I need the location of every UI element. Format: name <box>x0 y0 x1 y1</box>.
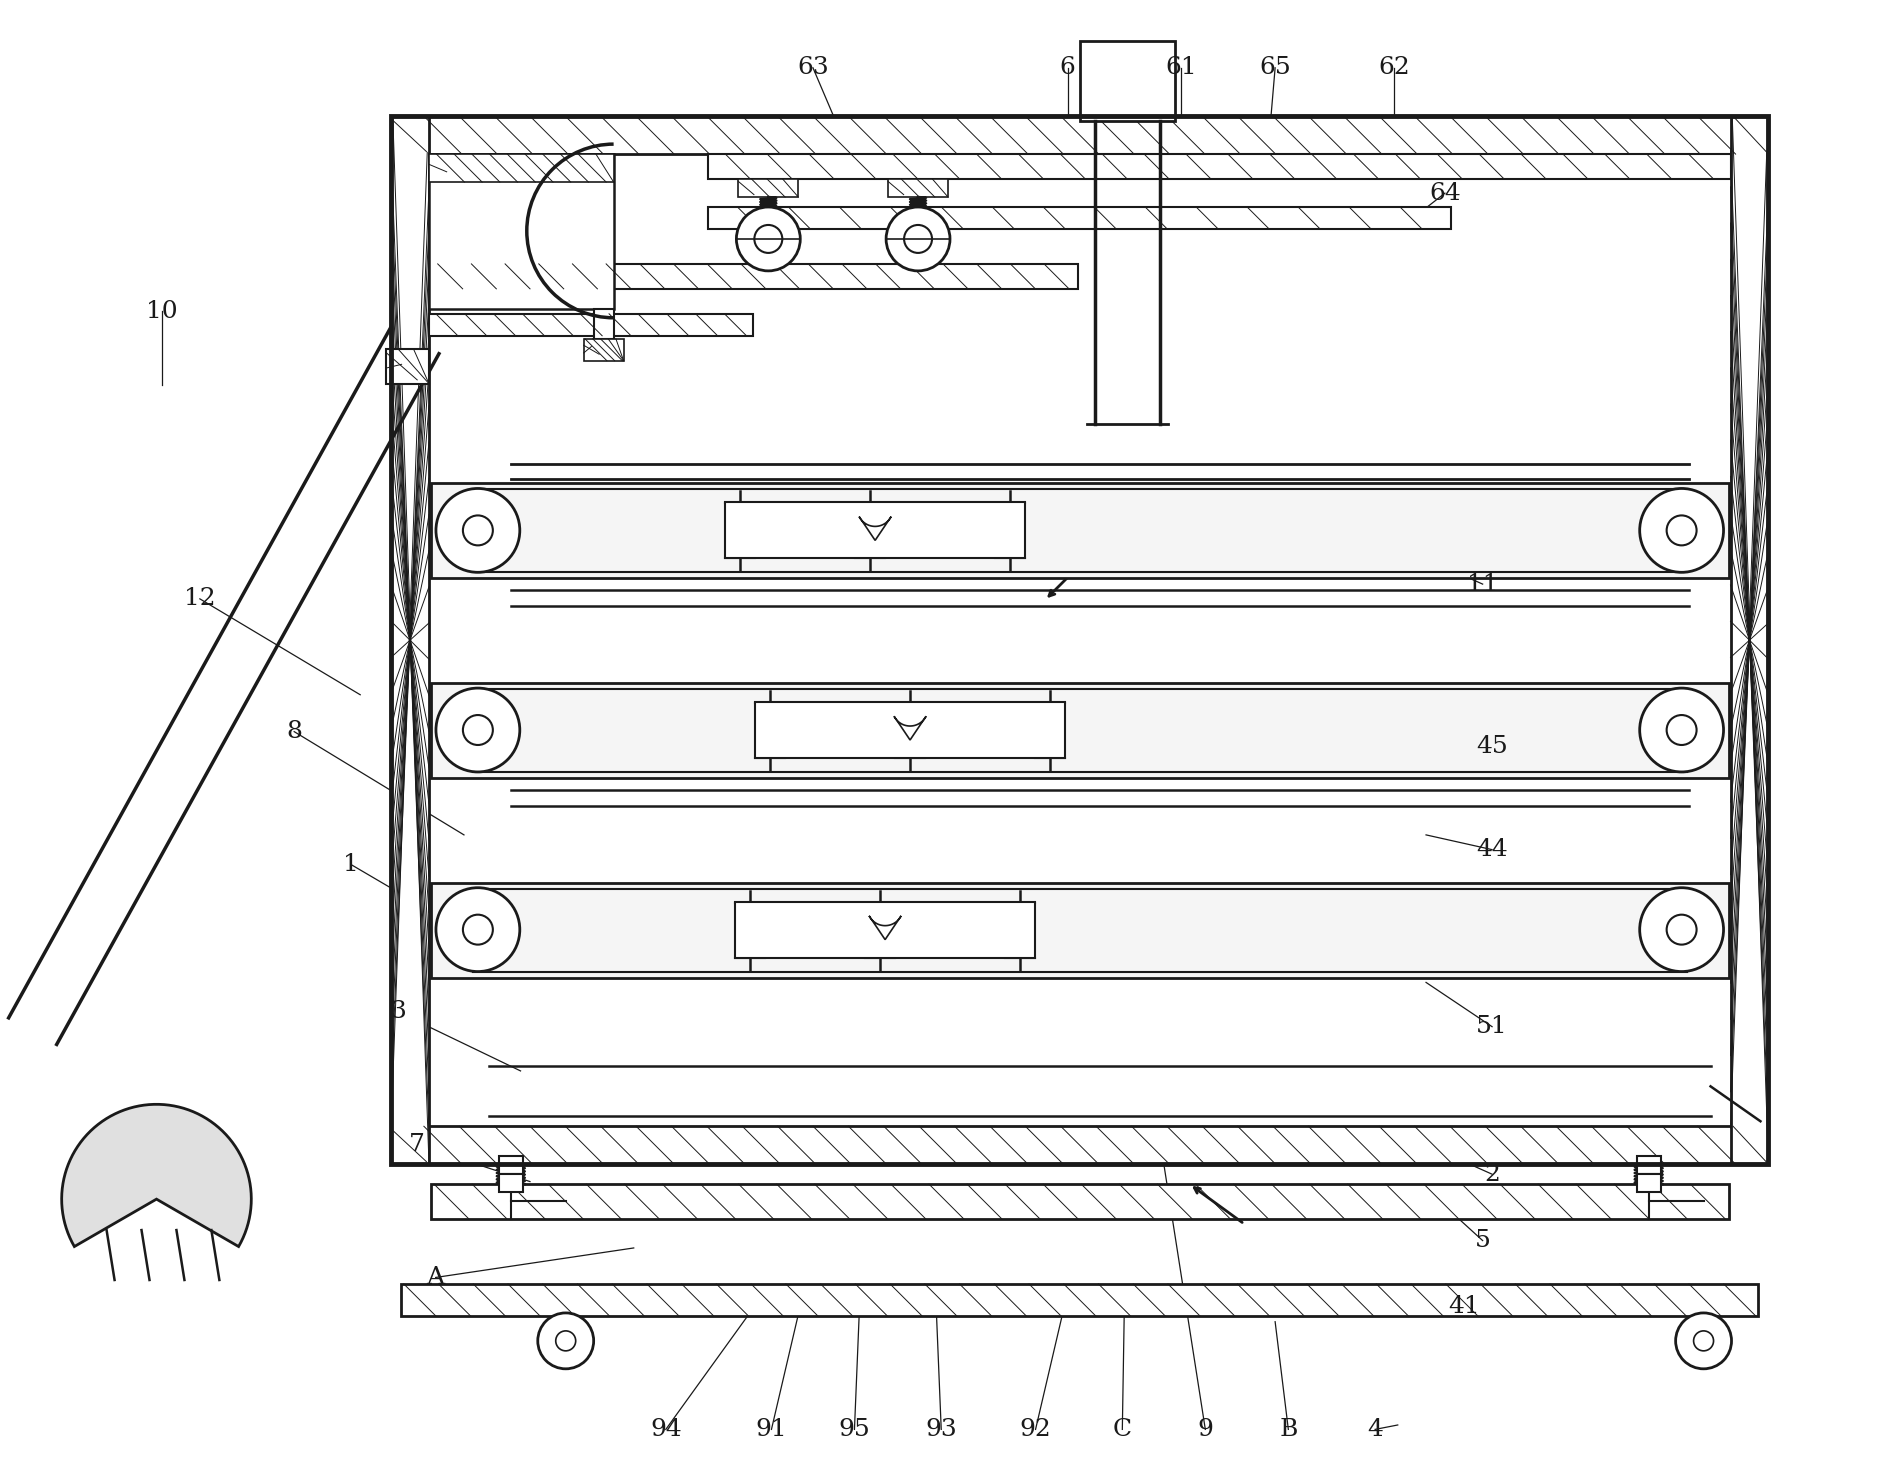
Bar <box>1079 41 1173 121</box>
Bar <box>431 882 1728 977</box>
Circle shape <box>436 689 519 772</box>
Circle shape <box>1666 516 1696 545</box>
Circle shape <box>555 1330 576 1351</box>
Text: 41: 41 <box>1447 1295 1479 1318</box>
Bar <box>1636 1174 1660 1193</box>
Text: A: A <box>427 1267 444 1289</box>
Bar <box>431 683 1728 777</box>
Circle shape <box>1666 915 1696 944</box>
Circle shape <box>1640 888 1723 971</box>
Text: 8: 8 <box>285 720 302 743</box>
Circle shape <box>737 207 799 270</box>
Text: 6: 6 <box>1060 56 1075 80</box>
Circle shape <box>903 225 931 253</box>
Bar <box>385 349 429 384</box>
Text: B: B <box>1279 1417 1298 1441</box>
Bar <box>429 154 614 309</box>
Polygon shape <box>859 517 892 541</box>
Text: 2: 2 <box>1483 1163 1500 1185</box>
Text: 3: 3 <box>389 1001 406 1023</box>
Bar <box>1636 1156 1660 1174</box>
Bar <box>593 309 614 338</box>
Text: 5: 5 <box>1473 1230 1490 1252</box>
Circle shape <box>463 915 493 944</box>
Text: 45: 45 <box>1475 735 1507 758</box>
Bar <box>1730 117 1768 1165</box>
Bar <box>739 179 797 197</box>
Text: 9: 9 <box>1198 1417 1213 1441</box>
Bar <box>429 313 754 336</box>
Text: 12: 12 <box>183 587 215 610</box>
Circle shape <box>1640 488 1723 572</box>
Bar <box>391 117 1768 1165</box>
Text: 11: 11 <box>1466 572 1498 596</box>
Polygon shape <box>869 916 901 940</box>
Text: 10: 10 <box>145 300 178 322</box>
Text: 64: 64 <box>1428 182 1460 204</box>
Bar <box>725 503 1024 559</box>
Polygon shape <box>62 1104 251 1246</box>
Bar <box>708 207 1451 229</box>
Bar <box>584 338 623 361</box>
Circle shape <box>463 516 493 545</box>
Bar <box>400 1284 1757 1315</box>
Circle shape <box>1666 715 1696 745</box>
Circle shape <box>1693 1330 1713 1351</box>
Bar <box>429 265 1077 288</box>
Text: 62: 62 <box>1377 56 1409 80</box>
Bar <box>735 902 1035 958</box>
Text: 51: 51 <box>1475 1015 1507 1038</box>
Text: 7: 7 <box>408 1134 425 1156</box>
Text: 63: 63 <box>797 56 829 80</box>
Bar <box>391 1126 1768 1165</box>
Text: 91: 91 <box>756 1417 788 1441</box>
Circle shape <box>1640 689 1723 772</box>
Bar <box>708 154 1730 179</box>
Bar <box>391 117 1768 154</box>
Text: 92: 92 <box>1020 1417 1050 1441</box>
Bar <box>431 483 1728 578</box>
Circle shape <box>538 1312 593 1369</box>
Bar <box>499 1174 523 1193</box>
Circle shape <box>1676 1312 1730 1369</box>
Bar <box>429 154 614 182</box>
Circle shape <box>886 207 950 270</box>
Text: 93: 93 <box>926 1417 956 1441</box>
Bar <box>391 117 429 1165</box>
Text: 95: 95 <box>839 1417 869 1441</box>
Bar <box>888 179 948 197</box>
Text: 1: 1 <box>342 853 359 876</box>
Text: 94: 94 <box>650 1417 682 1441</box>
Polygon shape <box>893 717 926 740</box>
Text: 4: 4 <box>1366 1417 1383 1441</box>
Text: 44: 44 <box>1475 838 1507 862</box>
Circle shape <box>754 225 782 253</box>
Bar <box>756 702 1064 758</box>
Text: C: C <box>1113 1417 1132 1441</box>
Text: 61: 61 <box>1164 56 1196 80</box>
Circle shape <box>463 715 493 745</box>
Circle shape <box>436 488 519 572</box>
Bar <box>431 1184 1728 1219</box>
Text: 65: 65 <box>1258 56 1290 80</box>
Circle shape <box>436 888 519 971</box>
Bar <box>499 1156 523 1174</box>
